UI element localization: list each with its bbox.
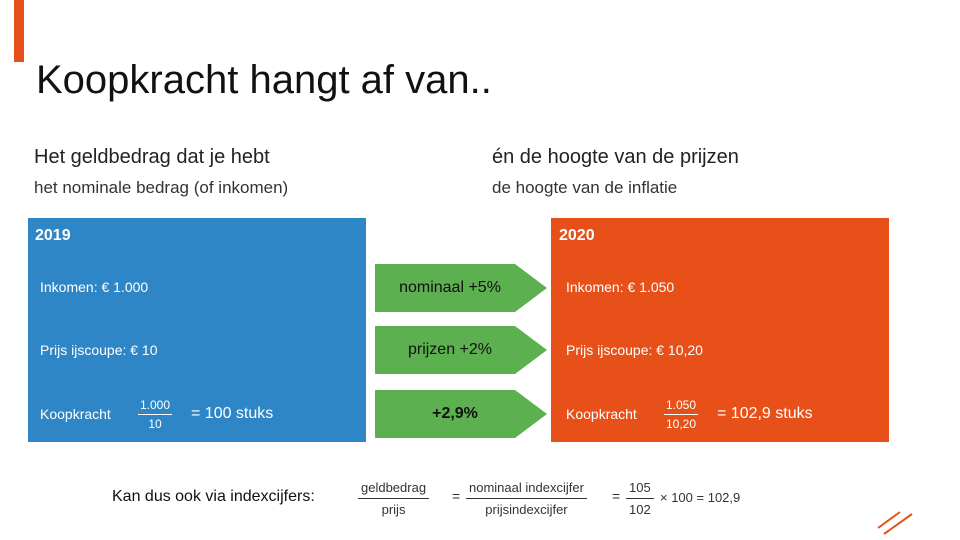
heading: Het geldbedrag dat je hebt [34, 146, 270, 168]
numerator: 1.050 [664, 398, 699, 415]
fraction: geldbedrag prijs [358, 480, 430, 517]
income: Inkomen: € 1.000 [40, 279, 149, 295]
year: 2020 [559, 227, 595, 244]
title: Koopkracht hangt af van.. [36, 58, 492, 102]
formula-label: Kan dus ook via indexcijfers: [112, 488, 315, 505]
numerator: geldbedrag [358, 480, 430, 499]
result: = 100 stuks [191, 405, 274, 422]
formula-tail: × 100 = 102,9 [660, 490, 741, 505]
year: 2019 [35, 227, 71, 244]
denominator: 102 [629, 502, 651, 517]
numerator: 1.000 [138, 398, 173, 415]
arrow [375, 326, 547, 374]
box-2020: 2020 Inkomen: € 1.050 Prijs ijscoupe: € … [551, 218, 889, 442]
price: Prijs ijscoupe: € 10,20 [566, 342, 703, 358]
decoration [877, 511, 913, 535]
denominator: prijsindexcijfer [485, 502, 568, 517]
income: Inkomen: € 1.050 [566, 279, 675, 295]
numerator: nominaal indexcijfer [466, 480, 587, 499]
label: Koopkracht [40, 406, 111, 422]
label: Koopkracht [566, 406, 637, 422]
box-2019: 2019 Inkomen: € 1.000 Prijs ijscoupe: € … [28, 218, 366, 442]
arrow-label: nominaal +5% [399, 279, 501, 296]
fraction: 1.000 10 [138, 398, 173, 431]
arrow-label: +2,9% [432, 405, 478, 422]
denominator: 10 [148, 417, 162, 431]
equals: = [452, 488, 461, 504]
fraction: nominaal indexcijfer prijsindexcijfer [466, 480, 587, 517]
subheading: de hoogte van de inflatie [492, 178, 678, 197]
subheading: het nominale bedrag (of inkomen) [34, 178, 289, 197]
denominator: 10,20 [666, 417, 697, 431]
equals: = [612, 488, 621, 504]
fraction: 105 102 [626, 480, 654, 517]
price: Prijs ijscoupe: € 10 [40, 342, 158, 358]
accent-bar [14, 0, 24, 62]
arrow [375, 390, 547, 438]
denominator: prijs [381, 502, 406, 517]
numerator: 105 [626, 480, 654, 499]
heading: én de hoogte van de prijzen [492, 146, 739, 168]
result: = 102,9 stuks [717, 405, 813, 422]
arrow-label: prijzen +2% [407, 341, 493, 358]
fraction: 1.050 10,20 [664, 398, 699, 431]
arrow [375, 264, 547, 312]
